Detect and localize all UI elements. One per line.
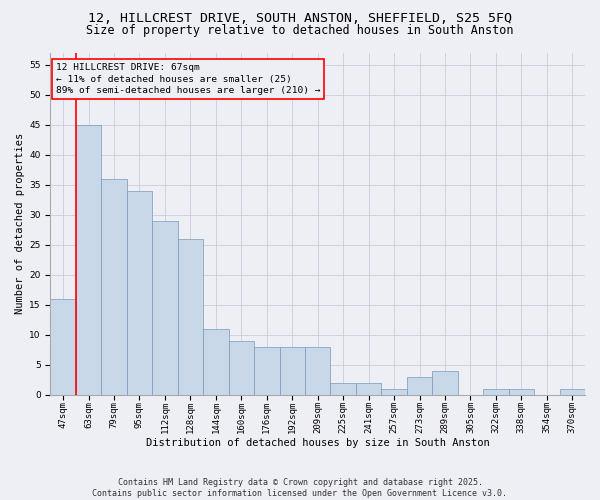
X-axis label: Distribution of detached houses by size in South Anston: Distribution of detached houses by size … (146, 438, 490, 448)
Bar (432, 371, 458, 395)
Bar (101, 178, 127, 395)
Bar (254, 347, 280, 395)
Bar (152, 220, 178, 395)
Bar (331, 383, 356, 395)
Bar (483, 389, 509, 395)
Bar (407, 377, 432, 395)
Y-axis label: Number of detached properties: Number of detached properties (15, 133, 25, 314)
Bar (203, 329, 229, 395)
Bar (509, 389, 534, 395)
Bar (76, 124, 101, 395)
Bar (229, 341, 254, 395)
Bar (280, 347, 305, 395)
Text: 12 HILLCREST DRIVE: 67sqm
← 11% of detached houses are smaller (25)
89% of semi-: 12 HILLCREST DRIVE: 67sqm ← 11% of detac… (56, 63, 320, 96)
Bar (356, 383, 382, 395)
Bar (305, 347, 331, 395)
Bar (382, 389, 407, 395)
Bar (560, 389, 585, 395)
Text: Size of property relative to detached houses in South Anston: Size of property relative to detached ho… (86, 24, 514, 37)
Text: Contains HM Land Registry data © Crown copyright and database right 2025.
Contai: Contains HM Land Registry data © Crown c… (92, 478, 508, 498)
Text: 12, HILLCREST DRIVE, SOUTH ANSTON, SHEFFIELD, S25 5FQ: 12, HILLCREST DRIVE, SOUTH ANSTON, SHEFF… (88, 12, 512, 26)
Bar (50, 298, 76, 395)
Bar (127, 190, 152, 395)
Bar (178, 238, 203, 395)
